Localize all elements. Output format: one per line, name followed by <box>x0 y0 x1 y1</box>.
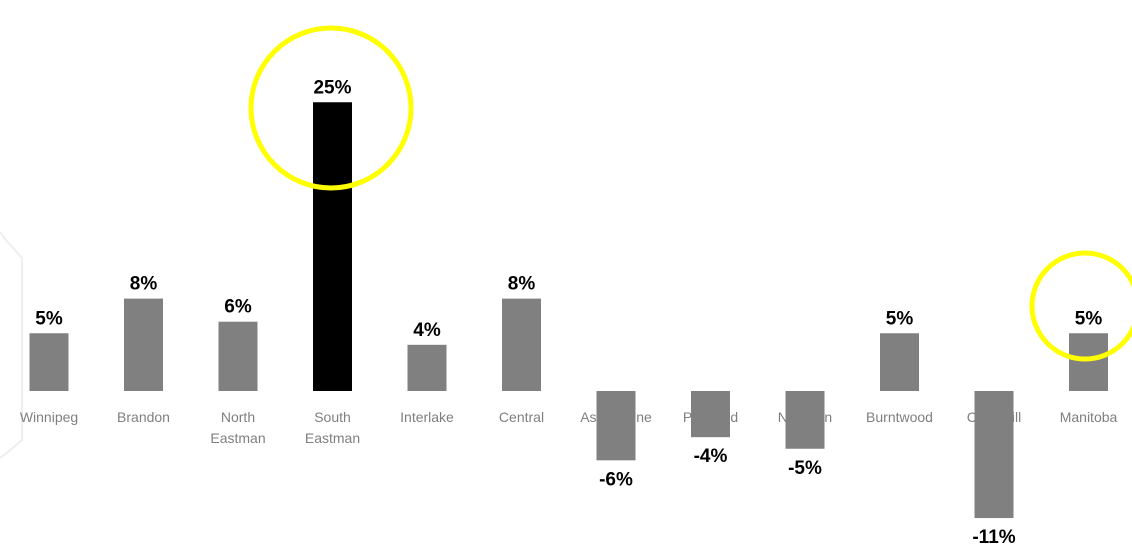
data-labels-group: 5% 8% 6% 25% 4% 8% -6% -4% -5% 5% -11% 5% <box>35 77 1102 548</box>
category-label-central: Central <box>499 409 544 425</box>
bar-manitoba <box>1069 333 1108 391</box>
bar-assiniboine <box>596 391 636 461</box>
bar-interlake <box>407 344 447 391</box>
data-label-nor-man: -5% <box>788 458 822 479</box>
data-label-assiniboine: -6% <box>599 469 633 490</box>
bar-churchill <box>974 391 1014 519</box>
data-label-burntwood: 5% <box>886 308 914 329</box>
bar-burntwood <box>880 333 919 391</box>
category-label-burntwood: Burntwood <box>866 409 933 425</box>
data-label-south-eastman: 25% <box>313 77 351 98</box>
highlight-circle-south-eastman <box>248 25 414 191</box>
category-label-north-eastman: North Eastman <box>210 409 265 446</box>
data-label-central: 8% <box>508 274 536 295</box>
highlight-circle-manitoba <box>1029 250 1132 362</box>
data-label-manitoba: 5% <box>1075 308 1103 329</box>
watermark-shape <box>0 231 23 459</box>
highlight-circles-group <box>248 25 1132 362</box>
category-label-manitoba: Manitoba <box>1060 409 1118 425</box>
data-label-parkland: -4% <box>694 446 728 467</box>
bar-winnipeg <box>29 333 69 391</box>
data-label-brandon: 8% <box>130 274 158 295</box>
bar-south-eastman <box>313 102 352 391</box>
category-label-brandon: Brandon <box>117 409 170 425</box>
data-label-north-eastman: 6% <box>224 297 252 318</box>
bar-brandon <box>124 298 163 391</box>
bar-parkland <box>691 391 730 438</box>
data-label-interlake: 4% <box>413 320 441 341</box>
bars-group <box>29 102 1108 519</box>
bar-nor-man <box>785 391 825 449</box>
category-labels-group: Winnipeg Brandon North Eastman South Eastman I… <box>20 409 1118 446</box>
data-label-winnipeg: 5% <box>35 308 63 329</box>
category-label-winnipeg: Winnipeg <box>20 409 78 425</box>
bar-north-eastman <box>218 321 258 391</box>
category-label-south-eastman: South Eastman <box>305 409 360 446</box>
category-label-interlake: Interlake <box>400 409 454 425</box>
bar-central <box>502 298 541 391</box>
data-label-churchill: -11% <box>972 527 1015 548</box>
